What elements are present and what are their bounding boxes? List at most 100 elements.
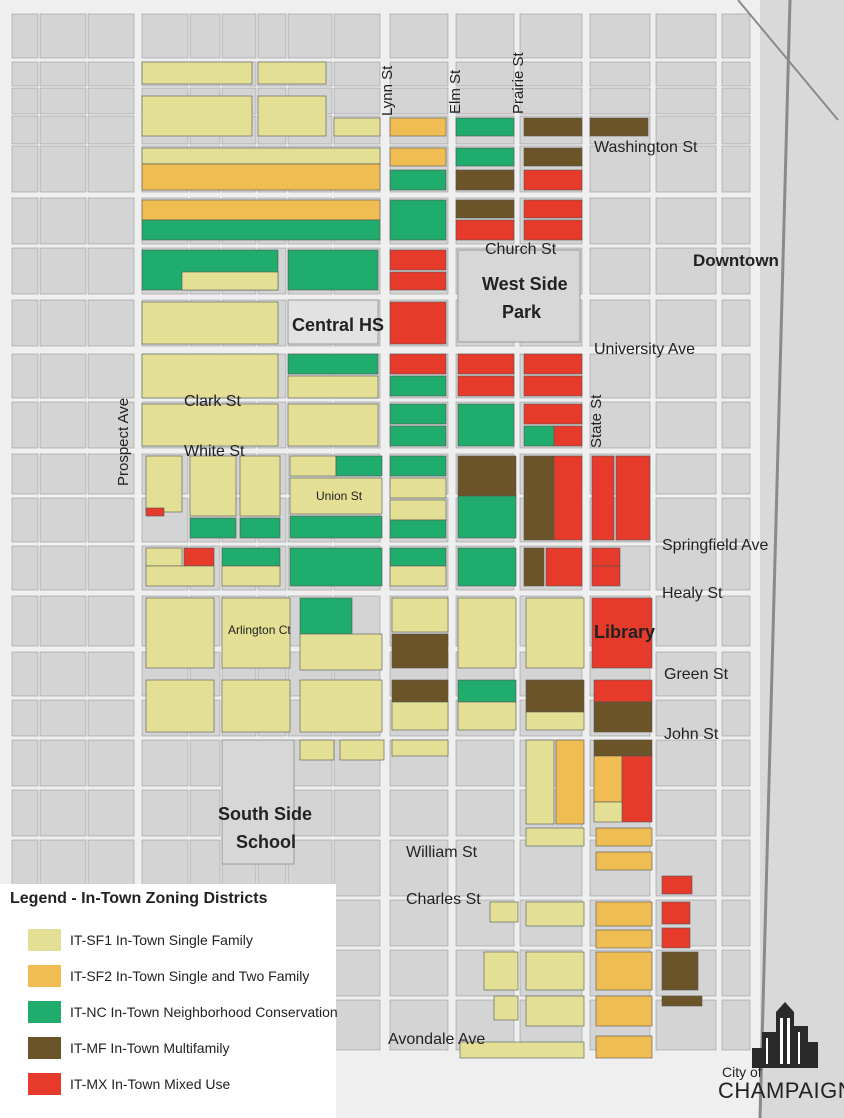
city-logo: City of CHAMPAIGN (716, 1002, 844, 1112)
zoning-parcel-sf2 (555, 739, 585, 825)
map-block (333, 87, 381, 115)
zoning-parcel-mx (523, 403, 583, 425)
zoning-parcel-nc (141, 219, 381, 241)
map-block (39, 87, 87, 115)
zoning-parcel-nc (389, 199, 447, 241)
zoning-parcel-sf1 (525, 901, 585, 927)
map-block (11, 545, 39, 591)
map-block (589, 13, 651, 59)
zoning-parcel-sf2 (595, 827, 653, 847)
map-block (11, 115, 39, 145)
zoning-parcel-sf1 (593, 801, 623, 823)
legend-item-mf: IT-MF In-Town Multifamily (28, 1037, 229, 1059)
zoning-parcel-mx (545, 547, 583, 587)
map-block (721, 247, 751, 295)
william-st-label: William St (406, 844, 478, 861)
zoning-parcel-sf2 (595, 1035, 653, 1059)
zoning-parcel-sf1 (287, 375, 379, 399)
map-block (141, 789, 189, 837)
map-block (655, 545, 717, 591)
zoning-parcel-mf (391, 633, 449, 669)
zoning-parcel-mf (589, 117, 649, 137)
map-block (287, 13, 333, 59)
zoning-parcel-sf1 (339, 739, 385, 761)
map-block (655, 145, 717, 193)
map-block (11, 789, 39, 837)
map-block (39, 545, 87, 591)
zoning-parcel-mx (523, 353, 583, 375)
map-block (721, 699, 751, 737)
map-block (11, 595, 39, 647)
map-block (141, 739, 189, 787)
map-block (721, 145, 751, 193)
zoning-parcel-sf1 (389, 499, 447, 521)
zoning-parcel-mf (455, 169, 515, 191)
zoning-parcel-mf (457, 455, 517, 497)
zoning-parcel-sf1 (221, 565, 281, 587)
zoning-parcel-mx (145, 507, 165, 517)
map-block (655, 789, 717, 837)
map-block (389, 789, 449, 837)
zoning-parcel-sf1 (525, 827, 585, 847)
west-side-park-area (457, 249, 581, 343)
union-st-label: Union St (316, 489, 363, 503)
zoning-parcel-mx (523, 375, 583, 397)
logo-name-text: CHAMPAIGN (718, 1078, 844, 1103)
zoning-parcel-sf2 (595, 951, 653, 991)
map-block (721, 899, 751, 947)
legend-item-sf2: IT-SF2 In-Town Single and Two Family (28, 965, 309, 987)
zoning-parcel-mf (661, 995, 703, 1007)
map-block (589, 145, 651, 193)
map-block (455, 61, 515, 87)
zoning-parcel-sf1 (145, 547, 183, 567)
map-block (389, 61, 449, 87)
library-label: Library (594, 622, 655, 642)
zoning-parcel-nc (335, 455, 383, 477)
map-block (87, 13, 135, 59)
zoning-parcel-sf1 (457, 597, 517, 669)
map-block (721, 115, 751, 145)
zoning-parcel-sf2 (595, 901, 653, 927)
zoning-parcel-nc (455, 147, 515, 167)
zoning-parcel-nc (299, 597, 353, 635)
map-block (39, 145, 87, 193)
map-block (655, 453, 717, 495)
map-block (87, 739, 135, 787)
map-block (87, 299, 135, 347)
zoning-parcel-sf1 (389, 477, 447, 499)
white-st-label: White St (184, 443, 245, 460)
map-block (655, 299, 717, 347)
zoning-parcel-mx (591, 565, 621, 587)
zoning-parcel-sf1 (525, 951, 585, 991)
zoning-parcel-nc (289, 515, 383, 539)
map-block (87, 247, 135, 295)
map-block (87, 401, 135, 449)
map-block (721, 595, 751, 647)
map-block (39, 13, 87, 59)
map-block (721, 949, 751, 997)
map-block (87, 115, 135, 145)
legend-swatch-mf (28, 1037, 61, 1059)
map-block (333, 949, 381, 997)
zoning-parcel-mx (661, 875, 693, 895)
map-labels: Lynn St Elm St Prairie St Washington St … (115, 51, 779, 1048)
legend-swatch-nc (28, 1001, 61, 1023)
zoning-parcel-mf (523, 547, 545, 587)
zoning-parcel-sf1 (299, 739, 335, 761)
map-block (333, 789, 381, 837)
zoning-parcel-mf (455, 199, 515, 219)
zoning-parcel-sf1 (525, 739, 555, 825)
zoning-parcel-mx (455, 219, 515, 241)
state-st-label: State St (588, 394, 605, 448)
map-block (11, 87, 39, 115)
map-block (333, 61, 381, 87)
map-block (655, 739, 717, 787)
map-block (721, 651, 751, 697)
zoning-parcel-nc (389, 169, 447, 191)
map-block (721, 999, 751, 1051)
zoning-parcel-nc (457, 403, 515, 447)
zoning-parcel-nc (389, 425, 447, 447)
map-block (721, 545, 751, 591)
skyline-icon (752, 1002, 818, 1068)
map-block (721, 299, 751, 347)
